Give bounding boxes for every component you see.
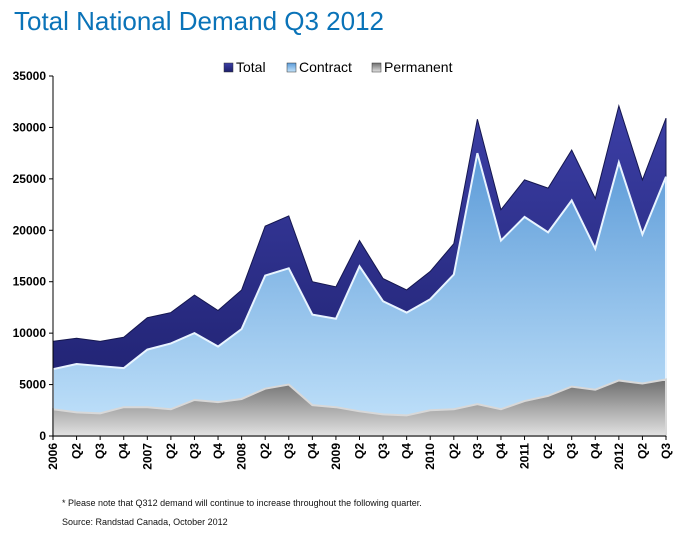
x-tick-label-17: Q2 bbox=[447, 443, 461, 459]
x-tick-label-18: Q3 bbox=[470, 443, 484, 459]
x-tick-label-4: 2007 bbox=[140, 443, 154, 470]
x-tick-label-7: Q4 bbox=[211, 443, 225, 459]
x-tick-label-14: Q3 bbox=[376, 443, 390, 459]
x-tick-label-5: Q2 bbox=[164, 443, 178, 459]
area-contract bbox=[52, 152, 667, 437]
x-tick-label-16: 2010 bbox=[423, 443, 437, 470]
x-tick-label-23: Q4 bbox=[588, 443, 602, 459]
legend-swatch-contract bbox=[286, 62, 297, 73]
y-tick-label-5000: 5000 bbox=[19, 378, 46, 392]
x-tick-label-20: 2011 bbox=[518, 443, 532, 469]
x-tick-label-21: Q2 bbox=[541, 443, 555, 459]
x-tick-label-3: Q4 bbox=[117, 443, 131, 459]
x-tick-label-19: Q4 bbox=[494, 443, 508, 459]
legend-label-permanent: Permanent bbox=[384, 59, 453, 75]
x-tick-label-25: Q2 bbox=[635, 443, 649, 459]
chart-title: Total National Demand Q3 2012 bbox=[14, 6, 385, 36]
legend-label-total: Total bbox=[236, 59, 266, 75]
x-tick-label-2: Q3 bbox=[93, 443, 107, 459]
x-tick-label-9: Q2 bbox=[258, 443, 272, 459]
x-tick-label-13: Q2 bbox=[353, 443, 367, 459]
area-permanent bbox=[52, 378, 667, 437]
y-tick-label-30000: 30000 bbox=[13, 120, 47, 134]
footnote: * Please note that Q312 demand will cont… bbox=[62, 498, 422, 508]
source-note: Source: Randstad Canada, October 2012 bbox=[62, 517, 228, 527]
x-tick-label-8: 2008 bbox=[235, 443, 249, 470]
x-tick-label-11: Q4 bbox=[305, 443, 319, 459]
y-tick-label-20000: 20000 bbox=[13, 223, 47, 237]
x-tick-label-22: Q3 bbox=[565, 443, 579, 459]
x-tick-label-6: Q3 bbox=[187, 443, 201, 459]
x-tick-label-10: Q3 bbox=[282, 443, 296, 459]
x-tick-label-12: 2009 bbox=[329, 443, 343, 470]
x-tick-label-24: 2012 bbox=[612, 443, 626, 470]
y-tick-label-10000: 10000 bbox=[13, 326, 47, 340]
y-tick-label-25000: 25000 bbox=[13, 172, 47, 186]
legend-label-contract: Contract bbox=[299, 59, 352, 75]
legend-swatch-permanent bbox=[371, 62, 382, 73]
legend-swatch-total bbox=[223, 62, 234, 73]
y-tick-label-0: 0 bbox=[39, 429, 46, 443]
x-tick-label-26: Q3 bbox=[659, 443, 673, 459]
x-tick-label-15: Q4 bbox=[400, 443, 414, 459]
y-tick-label-15000: 15000 bbox=[13, 275, 47, 289]
x-tick-label-0: 2006 bbox=[46, 443, 60, 470]
y-tick-label-35000: 35000 bbox=[13, 69, 47, 83]
x-tick-label-1: Q2 bbox=[70, 443, 84, 459]
